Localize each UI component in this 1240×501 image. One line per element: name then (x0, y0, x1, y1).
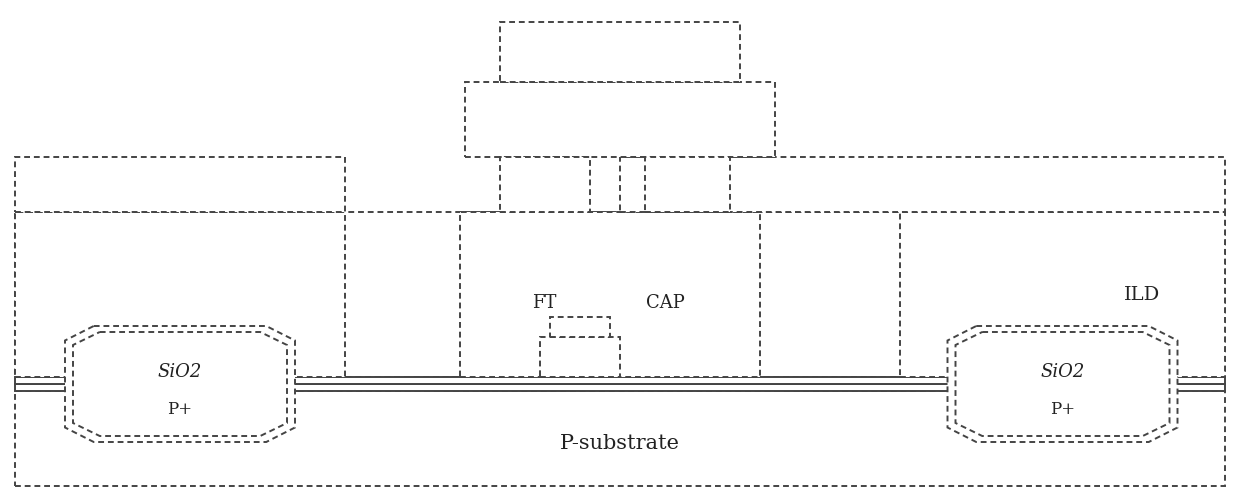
Text: SiO2: SiO2 (157, 363, 202, 381)
Text: P+: P+ (167, 400, 192, 417)
Bar (500, 157, 590, 212)
Polygon shape (947, 326, 1178, 442)
Text: SiO2: SiO2 (1040, 363, 1085, 381)
Text: ILD: ILD (1125, 286, 1161, 304)
Polygon shape (956, 332, 1169, 436)
Bar (15, 377, 1225, 384)
Bar (500, 22, 740, 82)
Polygon shape (73, 332, 286, 436)
Bar (900, 212, 1225, 377)
Text: P-substrate: P-substrate (560, 434, 680, 453)
Bar (460, 212, 760, 377)
Bar (15, 391, 1225, 486)
Bar (551, 317, 610, 337)
Text: P+: P+ (1050, 400, 1075, 417)
Text: FT: FT (532, 294, 557, 312)
Bar (15, 157, 345, 212)
Bar (15, 384, 1225, 391)
Bar (539, 337, 620, 377)
Bar (465, 82, 775, 157)
Polygon shape (64, 326, 295, 442)
Bar (15, 212, 345, 377)
Bar (645, 157, 730, 212)
Bar (15, 212, 1225, 377)
Text: CAP: CAP (646, 294, 684, 312)
Bar (620, 157, 1225, 212)
